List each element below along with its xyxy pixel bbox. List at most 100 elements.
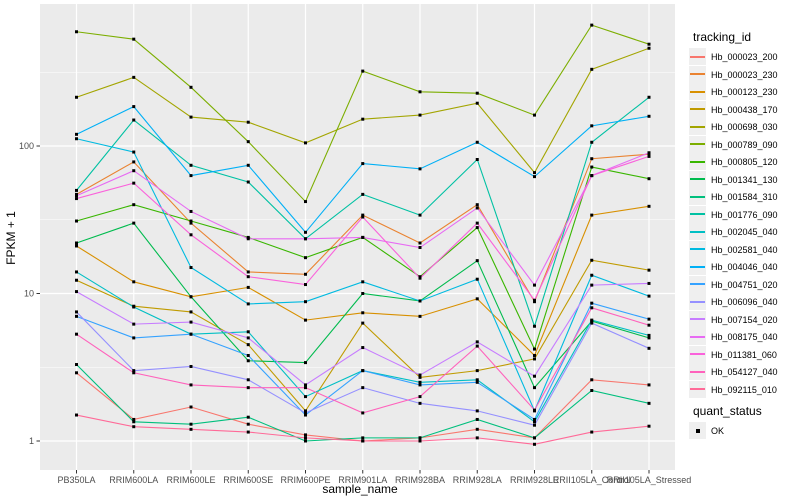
data-point <box>246 237 250 241</box>
data-point <box>590 321 594 325</box>
data-point <box>75 132 78 136</box>
data-point <box>189 405 193 409</box>
data-point <box>475 259 479 263</box>
data-point <box>189 221 193 225</box>
data-point <box>132 203 136 207</box>
data-point <box>246 275 250 279</box>
data-point <box>533 347 536 351</box>
x-tick-label: RRIM928LE <box>510 475 559 485</box>
data-point <box>132 181 136 185</box>
legend-entry-Hb_008175_040: Hb_008175_040 <box>689 328 799 345</box>
data-point <box>647 281 651 285</box>
legend-label: Hb_092115_010 <box>711 384 777 395</box>
legend-key-box <box>689 258 706 275</box>
legend-key-box <box>689 48 706 65</box>
data-point <box>647 346 651 350</box>
data-point <box>304 409 307 413</box>
data-point <box>361 69 365 73</box>
data-point <box>647 317 651 321</box>
data-point <box>189 422 193 426</box>
data-point <box>75 310 78 314</box>
legend-key-line-icon <box>690 178 705 180</box>
data-point <box>75 194 78 198</box>
data-point <box>75 95 78 99</box>
data-point <box>132 150 136 154</box>
data-point <box>361 192 365 196</box>
legend-key-box <box>689 422 706 439</box>
data-point <box>189 163 193 167</box>
x-tick-label: RRII105LA_Stressed <box>607 475 692 485</box>
legend-label: Hb_000805_120 <box>711 157 778 167</box>
data-point <box>418 276 422 280</box>
legend-key-box <box>689 363 706 380</box>
data-point <box>75 219 78 223</box>
legend-key-box <box>689 240 706 258</box>
data-point <box>533 374 536 378</box>
ok-square-marker-icon <box>695 428 700 433</box>
data-point <box>75 30 78 34</box>
data-point <box>246 270 250 274</box>
legend-key-line-icon <box>690 388 705 390</box>
legend-label: Hb_000789_090 <box>711 139 778 150</box>
data-point <box>475 427 479 431</box>
data-point <box>75 188 78 192</box>
legend-label: Hb_011381_060 <box>711 349 777 360</box>
data-point <box>418 299 422 303</box>
data-point <box>533 408 536 412</box>
legend-label: Hb_000123_230 <box>711 87 778 97</box>
data-point <box>418 380 422 384</box>
data-point <box>361 436 365 440</box>
data-point <box>361 369 365 373</box>
data-point <box>590 67 594 71</box>
data-point <box>647 204 651 208</box>
data-point <box>647 336 651 340</box>
legend-key-box <box>689 293 706 310</box>
legend-key-line-icon <box>690 125 705 128</box>
data-point <box>533 324 536 328</box>
data-point <box>475 157 479 161</box>
data-point <box>246 430 250 434</box>
data-point <box>647 383 651 387</box>
data-point <box>533 423 536 427</box>
legend-label: Hb_054127_040 <box>711 367 778 377</box>
data-point <box>590 174 594 178</box>
data-point <box>132 160 136 164</box>
legend-key-box <box>689 100 706 118</box>
data-point <box>647 424 651 428</box>
data-point <box>132 305 136 309</box>
data-point <box>418 213 422 217</box>
legend-entry-Hb_000123_230: Hb_000123_230 <box>689 83 799 100</box>
data-point <box>246 180 250 184</box>
data-point <box>418 246 422 250</box>
data-point <box>533 113 536 117</box>
data-point <box>246 330 250 334</box>
legend-label: Hb_000023_230 <box>711 69 778 80</box>
legend-key-box <box>689 275 706 293</box>
legend-key-line-icon <box>690 143 705 145</box>
data-point <box>132 425 136 429</box>
data-point <box>246 415 250 419</box>
legend-key-line-icon <box>690 213 705 215</box>
data-point <box>590 273 594 277</box>
data-point <box>533 386 536 390</box>
data-point <box>418 167 422 171</box>
data-point <box>189 115 193 119</box>
legend-label: Hb_002581_040 <box>711 244 778 255</box>
legend-entry-Hb_000789_090: Hb_000789_090 <box>689 135 799 153</box>
legend-label: OK <box>711 426 725 436</box>
legend-title-quant-status: quant_status <box>693 404 762 418</box>
legend-key-box <box>689 328 706 345</box>
legend-entry-Hb_004751_020: Hb_004751_020 <box>689 275 799 293</box>
data-point <box>246 422 250 426</box>
data-point <box>418 90 422 94</box>
data-point <box>590 388 594 392</box>
legend-key-box <box>689 223 706 240</box>
data-point <box>590 140 594 144</box>
data-point <box>189 320 193 324</box>
data-point <box>132 37 136 41</box>
data-point <box>75 278 78 282</box>
data-point <box>75 244 78 248</box>
data-point <box>647 151 651 155</box>
legend-key-box <box>689 380 706 398</box>
